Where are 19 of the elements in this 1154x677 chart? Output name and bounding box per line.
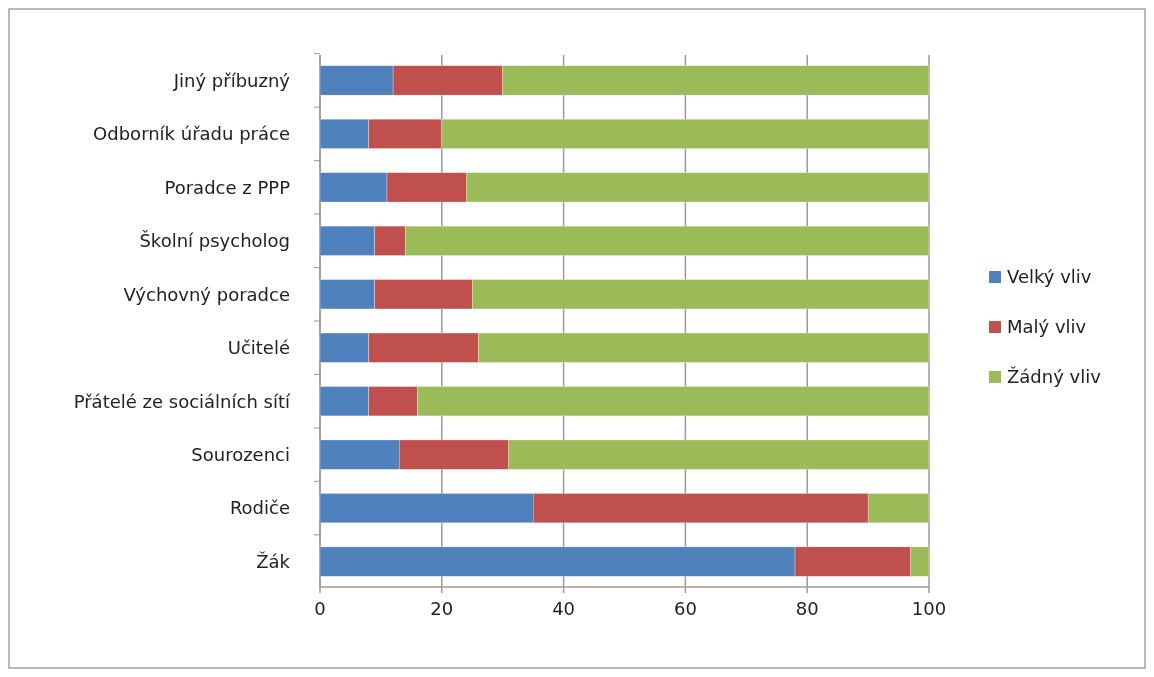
y-tick-label: Poradce z PPP: [164, 176, 291, 198]
x-tick-label: 100: [911, 598, 947, 619]
y-tick-label: Žák: [256, 550, 291, 572]
y-tick-label: Rodiče: [229, 497, 290, 519]
y-tick-label: Sourozenci: [191, 443, 290, 465]
x-tick-label: 40: [552, 598, 576, 619]
y-tick-label: Školní psycholog: [139, 230, 290, 252]
y-tick-label: Odborník úřadu práce: [93, 123, 290, 145]
y-tick-label: Učitelé: [227, 337, 290, 359]
legend-label: Žádný vliv: [1007, 366, 1102, 388]
legend-label: Malý vliv: [1007, 316, 1087, 338]
x-tick-label: 0: [314, 598, 326, 619]
x-tick-label: 60: [673, 598, 697, 619]
y-tick-label: Jiný příbuzný: [172, 69, 291, 91]
legend-label: Velký vliv: [1007, 266, 1092, 288]
x-tick-label: 20: [430, 598, 454, 619]
y-tick-label: Výchovný poradce: [123, 283, 290, 305]
x-tick-label: 80: [795, 598, 819, 619]
y-tick-label: Přátelé ze sociálních sítí: [73, 390, 291, 412]
